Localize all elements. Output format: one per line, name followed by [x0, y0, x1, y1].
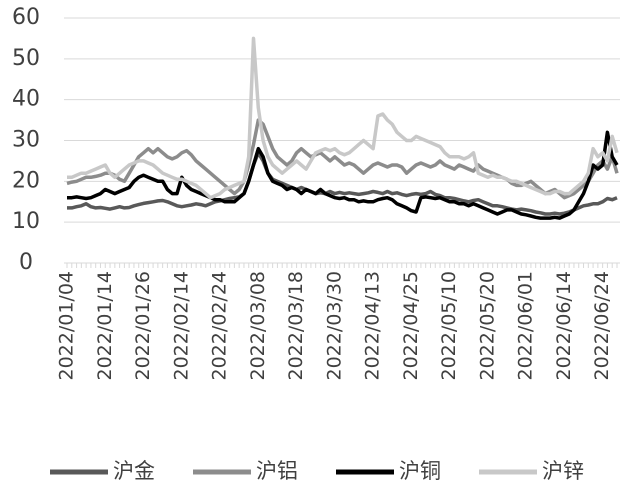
x-tick-label: 2022/01/14 [94, 271, 116, 381]
x-tick-label: 2022/03/08 [247, 271, 269, 381]
y-tick-label: 20 [12, 168, 40, 193]
x-tick-label: 2022/02/14 [170, 271, 192, 381]
x-tick-label: 2022/03/30 [323, 271, 345, 381]
x-tick-label: 2022/04/25 [400, 271, 422, 381]
series-line [67, 36, 619, 200]
x-tick-label: 2022/01/26 [132, 271, 154, 381]
series-line [66, 118, 619, 200]
y-tick-label: 60 [12, 5, 40, 30]
y-tick-label: 10 [12, 209, 40, 234]
x-tick-label: 2022/02/24 [209, 271, 231, 381]
y-tick-label: 30 [12, 128, 40, 153]
legend-label: 沪锌 [542, 459, 584, 483]
series-line [67, 151, 618, 216]
x-tick-label: 2022/06/01 [515, 271, 537, 381]
x-tick-label: 2022/05/10 [438, 271, 460, 381]
series-line [67, 130, 619, 220]
x-tick-label: 2022/06/14 [553, 271, 575, 381]
x-tick-label: 2022/05/20 [476, 271, 498, 381]
y-tick-label: 50 [12, 46, 40, 71]
x-tick-label: 2022/03/18 [285, 271, 307, 381]
legend-label: 沪金 [113, 459, 155, 483]
legend-label: 沪铝 [256, 459, 298, 483]
legend-label: 沪铜 [399, 459, 441, 483]
x-tick-label: 2022/01/04 [56, 271, 78, 381]
x-tick-label: 2022/06/24 [591, 271, 613, 381]
y-tick-label: 40 [12, 87, 40, 112]
x-tick-label: 2022/04/13 [362, 271, 384, 381]
y-tick-label: 0 [19, 250, 33, 275]
